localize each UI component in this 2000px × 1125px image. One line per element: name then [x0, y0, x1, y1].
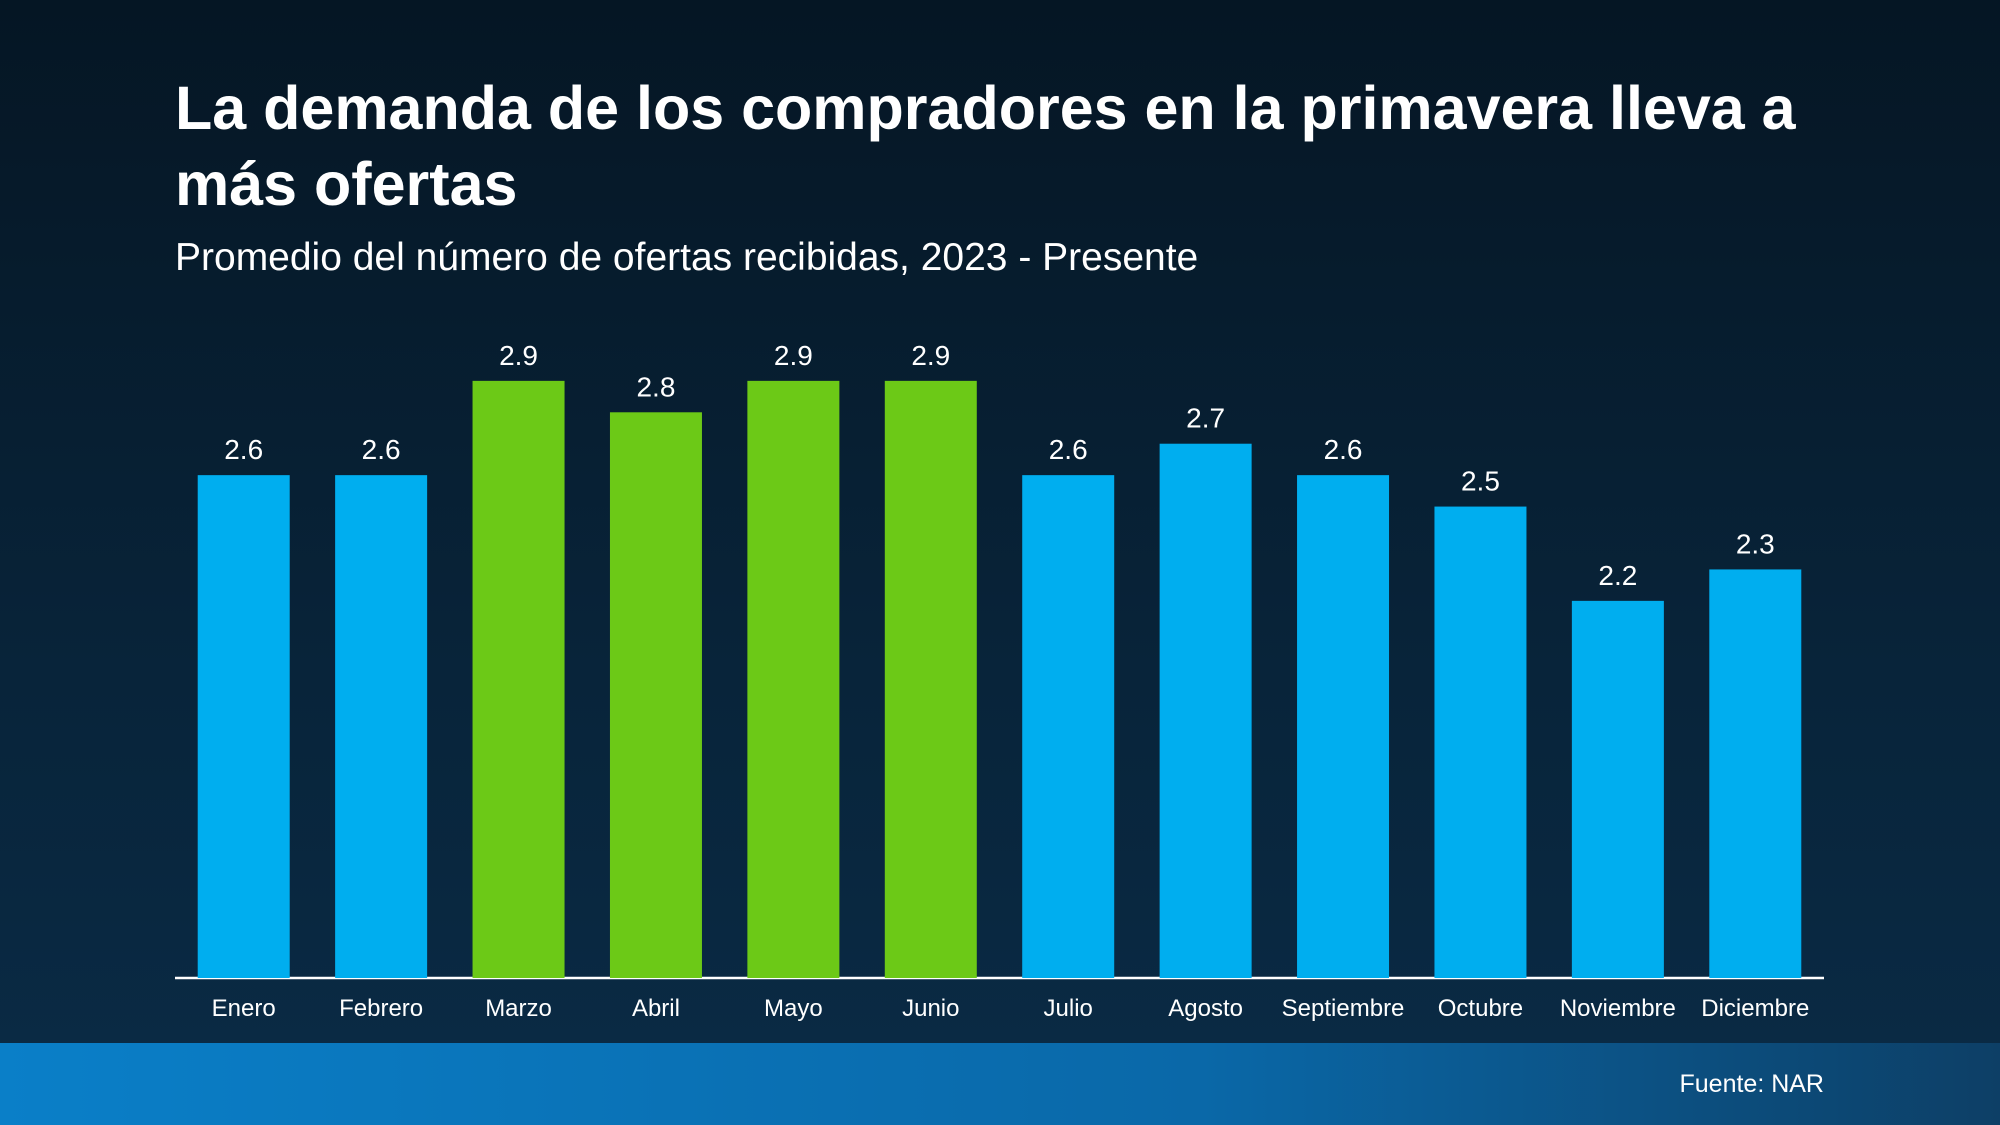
value-label: 2.2: [1598, 560, 1637, 591]
bar: [1709, 569, 1802, 978]
x-tick-label: Septiembre: [1282, 995, 1405, 1022]
value-label: 2.8: [636, 371, 675, 402]
footer-band: [0, 1043, 2000, 1125]
value-label: 2.9: [774, 340, 813, 371]
x-tick-label: Julio: [1044, 995, 1093, 1022]
x-tick-label: Agosto: [1168, 995, 1243, 1022]
value-label: 2.6: [224, 434, 263, 465]
x-tick-label: Junio: [902, 995, 959, 1022]
value-label: 2.9: [911, 340, 950, 371]
source-note: Fuente: NAR: [1679, 1070, 1824, 1098]
x-tick-label: Mayo: [764, 995, 823, 1022]
x-tick-label: Marzo: [485, 995, 552, 1022]
chart-subtitle: Promedio del número de ofertas recibidas…: [175, 236, 1199, 279]
x-tick-label: Febrero: [339, 995, 423, 1022]
bar: [1434, 506, 1527, 978]
bar: [1571, 600, 1664, 978]
x-tick-label: Enero: [212, 995, 276, 1022]
value-label: 2.3: [1736, 528, 1775, 559]
chart: Enero 2.6 Febrero 2.6 Marzo 2.9 Abril 2.8 Mayo 2.…: [197, 340, 1809, 1022]
value-label: 2.7: [1186, 403, 1225, 434]
x-tick-label: Diciembre: [1701, 995, 1809, 1022]
bar: [335, 475, 428, 978]
value-label: 2.5: [1461, 466, 1500, 497]
bar: [197, 475, 290, 978]
bar: [472, 380, 565, 978]
value-label: 2.6: [1324, 434, 1363, 465]
bar: [884, 380, 977, 978]
bar: [1297, 475, 1390, 978]
value-label: 2.6: [362, 434, 401, 465]
x-tick-label: Abril: [632, 995, 680, 1022]
x-tick-label: Octubre: [1438, 995, 1523, 1022]
bar: [1159, 443, 1252, 978]
bar: [747, 380, 840, 978]
bar: [1022, 475, 1115, 978]
chart-title: La demanda de los compradores en la prim…: [175, 74, 1796, 218]
bar: [609, 412, 702, 978]
value-label: 2.9: [499, 340, 538, 371]
value-label: 2.6: [1049, 434, 1088, 465]
x-tick-label: Noviembre: [1560, 995, 1676, 1022]
